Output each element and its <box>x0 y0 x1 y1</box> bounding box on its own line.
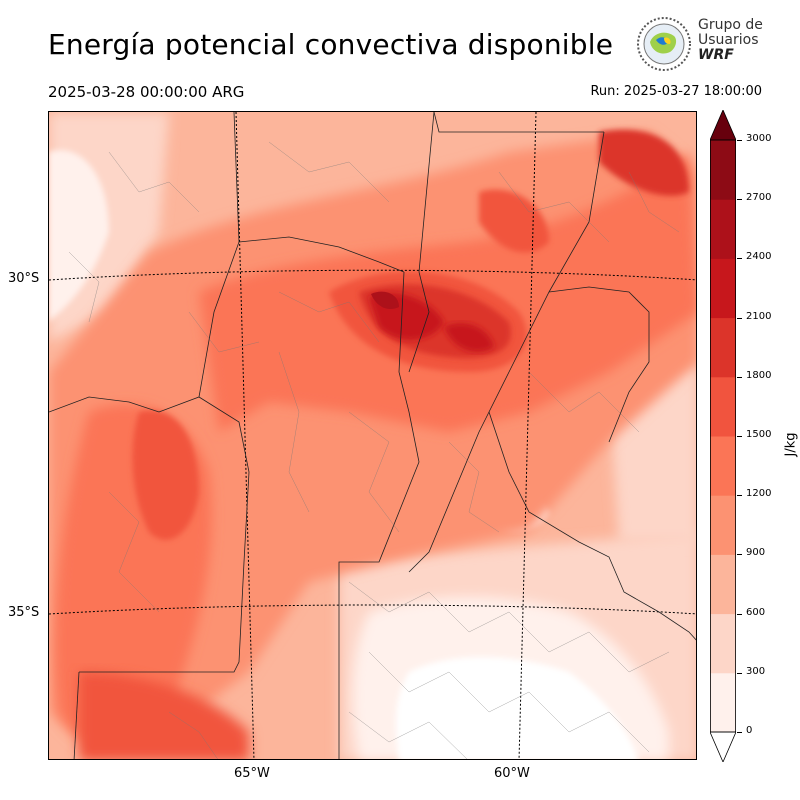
colorbar-tick-mark <box>737 672 742 674</box>
colorbar-extend-min <box>710 731 736 762</box>
colorbar-unit-label: J/kg <box>783 432 799 457</box>
colorbar-band <box>710 672 736 733</box>
graticule-60w <box>518 112 537 759</box>
colorbar-band <box>710 317 736 378</box>
colorbar-band <box>710 613 736 674</box>
colorbar <box>710 110 736 762</box>
cape-core-ne2-region <box>599 129 689 196</box>
colorbar-tick-label: 2400 <box>746 251 772 263</box>
colorbar-tick-label: 1500 <box>746 429 772 440</box>
cape-andes-low-region <box>49 150 109 322</box>
colorbar-tick-mark <box>737 554 742 556</box>
cape-peak-core <box>371 291 399 310</box>
run-time-label: Run: 2025-03-27 18:00:00 <box>590 84 762 99</box>
cape-peak-region-2 <box>444 323 494 352</box>
department-boundaries <box>68 141 680 759</box>
colorbar-extend-max <box>710 110 736 141</box>
graticule-35s <box>49 604 696 615</box>
colorbar-tick-mark <box>737 376 742 378</box>
province-boundaries <box>49 112 696 759</box>
colorbar-tick-label: 3000 <box>746 133 772 144</box>
grupo-usuarios-wrf-logo: Grupo de Usuarios WRF <box>636 16 766 72</box>
colorbar-band <box>710 436 736 496</box>
globe-seal-icon <box>637 17 691 71</box>
colorbar-tick-label: 1200 <box>746 488 772 500</box>
lon-label-65w: 65°W <box>234 766 270 781</box>
cape-field <box>49 112 696 759</box>
colorbar-band <box>710 554 736 615</box>
chart-title: Energía potencial convectiva disponible <box>48 28 614 61</box>
colorbar-tick-label: 600 <box>746 606 766 618</box>
lat-label-30s: 30°S <box>8 271 40 286</box>
colorbar-band <box>710 258 736 319</box>
colorbar-tick-mark <box>737 732 742 733</box>
colorbar-tick-mark <box>737 613 742 615</box>
logo-line-3: WRF <box>698 47 734 63</box>
logo-line-1: Grupo de <box>698 17 763 33</box>
cape-zero-region <box>396 657 639 759</box>
graticule-65w <box>235 112 255 759</box>
colorbar-tick-mark <box>737 436 742 437</box>
cape-map <box>48 111 697 760</box>
colorbar-tick-mark <box>737 258 742 260</box>
lat-label-35s: 35°S <box>8 605 40 620</box>
cape-high-south-region <box>79 672 249 759</box>
colorbar-tick-label: 900 <box>746 547 766 559</box>
valid-time-label: 2025-03-28 00:00:00 ARG <box>48 83 245 101</box>
colorbar-band <box>710 140 736 200</box>
colorbar-tick-mark <box>737 140 742 141</box>
graticule-30s <box>49 269 696 281</box>
colorbar-tick-mark <box>737 199 742 201</box>
cape-core-ne-region <box>479 189 549 253</box>
colorbar-tick-label: 0 <box>746 725 753 736</box>
colorbar-tick-label: 1800 <box>746 369 772 381</box>
colorbar-outline <box>710 139 736 733</box>
colorbar-tick-label: 300 <box>746 665 766 677</box>
colorbar-band <box>710 199 736 259</box>
colorbar-tick-mark <box>737 495 742 497</box>
lon-label-60w: 60°W <box>494 766 530 781</box>
logo-line-2: Usuarios <box>698 32 759 48</box>
colorbar-tick-mark <box>737 317 742 319</box>
colorbar-tick-label: 2700 <box>746 192 772 204</box>
colorbar-tick-label: 2100 <box>746 310 772 322</box>
cape-core-west-region <box>132 410 199 540</box>
colorbar-band <box>710 495 736 555</box>
colorbar-band <box>710 376 736 437</box>
